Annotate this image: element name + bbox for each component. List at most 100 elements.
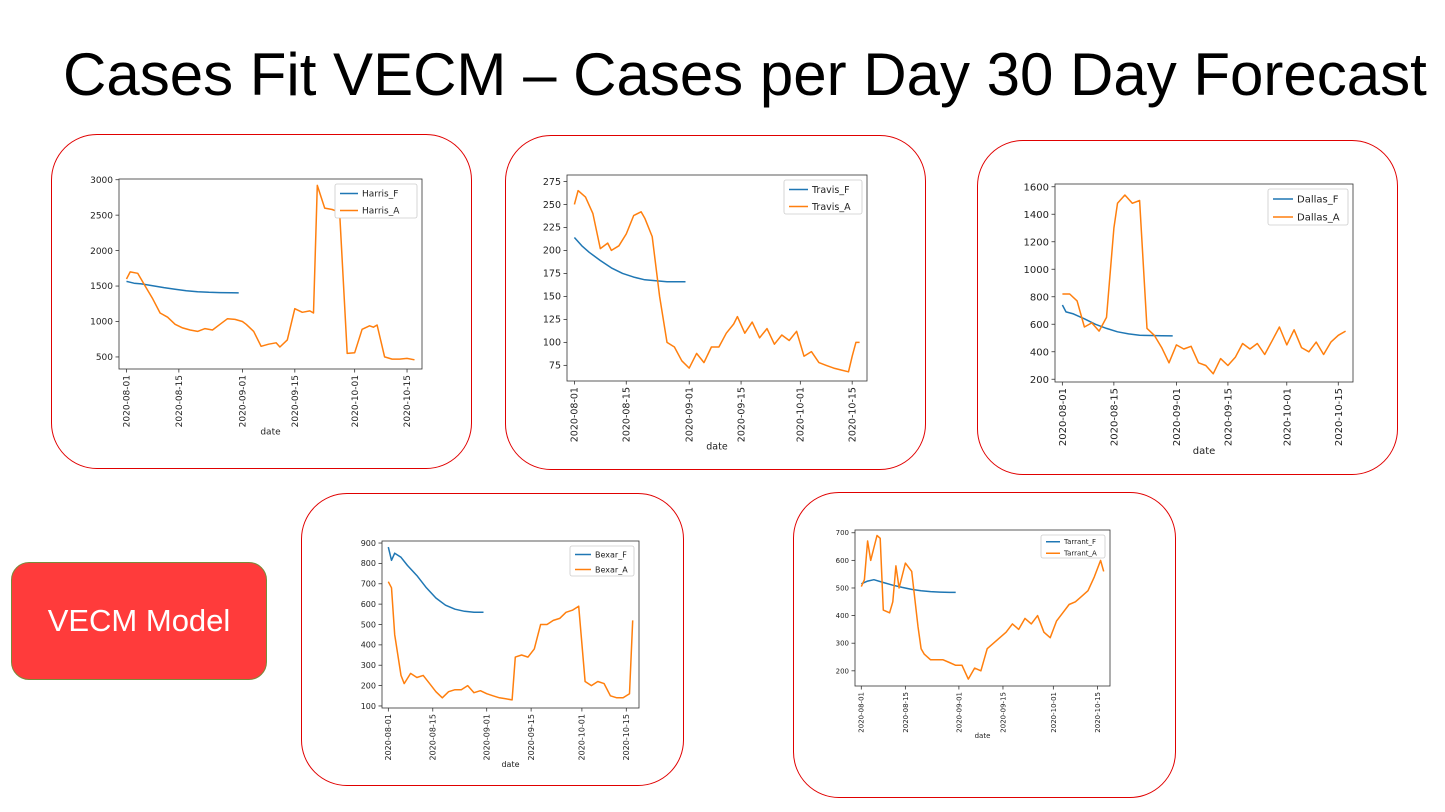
travis-xtick-label: 2020-09-15 — [736, 387, 747, 442]
tarrant-legend-label: Tarrant_A — [1063, 550, 1097, 558]
tarrant-ytick-label: 400 — [836, 612, 849, 620]
tarrant-series-tarrant-f — [861, 578, 956, 594]
bexar-xtick-label: 2020-09-01 — [483, 714, 492, 761]
travis-legend-box — [783, 179, 863, 215]
harris-xtick-label: 2020-08-01 — [123, 375, 133, 427]
dallas-ytick-label: 800 — [1030, 292, 1049, 303]
bexar-ytick-label: 400 — [361, 641, 376, 650]
travis-ytick-label: 100 — [543, 338, 561, 349]
bexar-ytick-label: 300 — [361, 661, 376, 670]
tarrant-xtick-label: 2020-08-15 — [902, 692, 910, 733]
bexar-xaxis-label: date — [501, 760, 519, 769]
bexar-ytick-label: 600 — [361, 600, 376, 609]
tarrant-ytick-label: 600 — [836, 557, 849, 565]
travis-ytick-label: 225 — [543, 223, 561, 234]
tarrant-chart-svg: 200 300 400 500 600 700 2020-08-01 2020-08-15 20… — [836, 529, 1111, 740]
harris-legend-label: Harris_F — [362, 190, 398, 200]
tarrant-xtick-label: 2020-08-01 — [858, 692, 866, 733]
harris-xtick-label: 2020-10-01 — [351, 375, 361, 427]
dallas-ytick-label: 1200 — [1024, 237, 1049, 248]
travis-xaxis-label: date — [706, 442, 728, 453]
tarrant-xtick-label: 2020-09-15 — [999, 692, 1007, 733]
tarrant-series-tarrant-a — [860, 534, 1105, 680]
harris-xtick-label: 2020-09-01 — [239, 375, 249, 427]
travis-ytick-label: 175 — [543, 269, 561, 280]
dallas-chart-panel: 200 400 600 800 1000 1200 1400 1600 2020-08-01 20… — [977, 140, 1398, 475]
travis-series-travis-a — [573, 189, 860, 373]
tarrant-xtick-label: 2020-10-15 — [1094, 692, 1102, 733]
bexar-ytick-label: 800 — [361, 559, 376, 568]
dallas-ytick-label: 400 — [1030, 347, 1049, 358]
travis-legend-label: Travis_F — [811, 185, 850, 196]
bexar-chart-svg: 100 200 300 400 500 600 700 800 900 2020-08-01 202… — [361, 539, 640, 769]
dallas-xtick-label: 2020-08-15 — [1109, 388, 1120, 446]
tarrant-xaxis-label: date — [975, 732, 991, 740]
bexar-ytick-label: 200 — [361, 681, 376, 690]
harris-legend-label: Harris_A — [362, 207, 400, 217]
travis-ytick-label: 150 — [543, 292, 561, 303]
dallas-xtick-label: 2020-08-01 — [1058, 388, 1069, 446]
travis-chart-svg: 75 100 125 150 175 200 225 250 275 2020-08-01 2020… — [543, 174, 868, 453]
bexar-ytick-label: 500 — [361, 620, 376, 629]
tarrant-legend-box — [1040, 534, 1106, 559]
bexar-xtick-label: 2020-08-15 — [429, 714, 438, 761]
bexar-xtick-label: 2020-10-15 — [622, 714, 631, 761]
travis-ytick-label: 250 — [543, 200, 561, 211]
harris-ytick-label: 2000 — [90, 247, 113, 257]
dallas-xtick-label: 2020-10-15 — [1334, 388, 1345, 446]
tarrant-ytick-label: 500 — [836, 584, 849, 592]
tarrant-ytick-label: 700 — [836, 529, 849, 537]
travis-xtick-label: 2020-09-01 — [685, 387, 696, 442]
tarrant-legend-label: Tarrant_F — [1063, 538, 1096, 546]
dallas-xtick-label: 2020-09-01 — [1172, 388, 1183, 446]
dallas-series-dallas-a — [1062, 194, 1346, 375]
dallas-ytick-label: 1400 — [1024, 210, 1049, 221]
vecm-model-button[interactable]: VECM Model — [11, 562, 267, 680]
bexar-series-bexar-f — [387, 546, 484, 614]
bexar-series-bexar-a — [387, 581, 634, 701]
harris-ytick-label: 1000 — [90, 318, 113, 328]
travis-xtick-label: 2020-08-01 — [570, 387, 581, 442]
dallas-xtick-label: 2020-09-15 — [1223, 388, 1234, 446]
dallas-series-dallas-f — [1061, 304, 1173, 337]
slide-title: Cases Fit VECM – Cases per Day 30 Day Fo… — [63, 41, 1427, 108]
travis-xtick-label: 2020-10-01 — [796, 387, 807, 442]
harris-xtick-label: 2020-08-15 — [175, 375, 185, 427]
travis-xtick-label: 2020-10-15 — [848, 387, 859, 442]
harris-ytick-label: 500 — [96, 353, 113, 363]
bexar-xtick-label: 2020-08-01 — [384, 714, 393, 761]
bexar-legend-label: Bexar_F — [595, 550, 627, 559]
tarrant-xtick-label: 2020-09-01 — [955, 692, 963, 733]
harris-chart-panel: 500 1000 1500 2000 2500 3000 2020-08-01 2020-08… — [51, 134, 472, 469]
travis-ytick-label: 75 — [549, 361, 561, 372]
bexar-ytick-label: 900 — [361, 539, 376, 548]
travis-xtick-label: 2020-08-15 — [622, 387, 633, 442]
bexar-xtick-label: 2020-09-15 — [527, 714, 536, 761]
harris-series-harris-f — [126, 280, 239, 294]
dallas-ytick-label: 200 — [1030, 375, 1049, 386]
bexar-xtick-label: 2020-10-01 — [578, 714, 587, 761]
travis-legend-label: Travis_A — [811, 202, 851, 213]
harris-ytick-label: 1500 — [90, 282, 113, 292]
dallas-legend-box — [1267, 188, 1349, 226]
harris-xaxis-label: date — [260, 427, 281, 437]
tarrant-ytick-label: 300 — [836, 640, 849, 648]
tarrant-xtick-label: 2020-10-01 — [1050, 692, 1058, 733]
dallas-xtick-label: 2020-10-01 — [1282, 388, 1293, 446]
harris-series-harris-a — [125, 184, 415, 361]
travis-chart-panel: 75 100 125 150 175 200 225 250 275 2020-08-01 2020… — [505, 135, 926, 470]
bexar-chart-panel: 100 200 300 400 500 600 700 800 900 2020-08-01 202… — [301, 493, 684, 786]
harris-ytick-label: 3000 — [90, 176, 113, 186]
travis-ytick-label: 275 — [543, 177, 561, 188]
harris-xtick-label: 2020-10-15 — [403, 375, 413, 427]
dallas-ytick-label: 1600 — [1024, 182, 1049, 193]
bexar-legend-label: Bexar_A — [595, 565, 628, 574]
bexar-ytick-label: 700 — [361, 580, 376, 589]
harris-legend-box — [334, 183, 418, 219]
harris-ytick-label: 2500 — [90, 211, 113, 221]
dallas-ytick-label: 1000 — [1024, 265, 1049, 276]
travis-ytick-label: 125 — [543, 315, 561, 326]
dallas-legend-label: Dallas_A — [1297, 213, 1340, 224]
bexar-ytick-label: 100 — [361, 702, 376, 711]
harris-xtick-label: 2020-09-15 — [291, 375, 301, 427]
